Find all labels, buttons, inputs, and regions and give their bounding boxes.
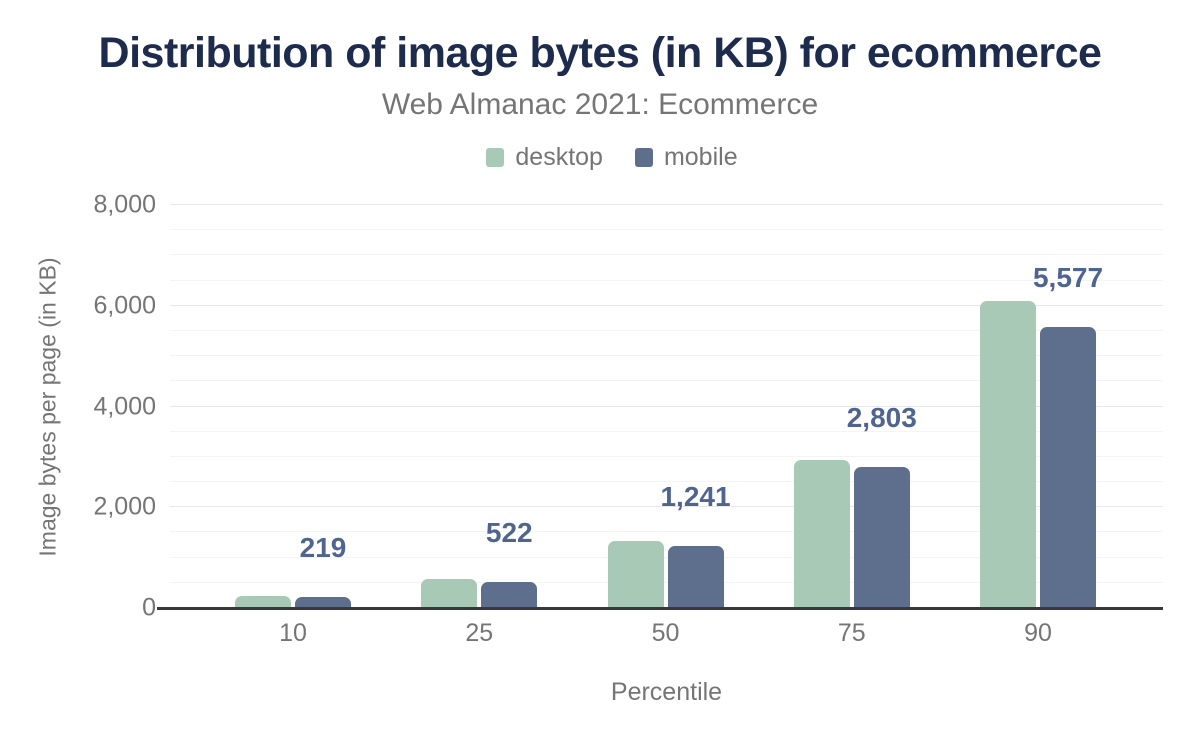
mobile-bar-p25: [481, 581, 538, 608]
gridline-minor-3500: [170, 430, 1163, 432]
desktop-bar-p50: [607, 541, 664, 608]
bar-group-p25: 522 25: [421, 205, 538, 647]
y-tick-4,000: 4,000: [93, 392, 156, 420]
y-tick-0: 0: [142, 593, 156, 622]
gridline-minor-5000: [170, 355, 1163, 357]
x-tick-25: 25: [465, 619, 494, 647]
y-tick-6,000: 6,000: [93, 291, 156, 320]
gridline-minor-4500: [170, 380, 1163, 382]
legend: desktop mobile: [0, 143, 1200, 172]
data-label-p10: 219: [299, 531, 347, 563]
bars-row: 219 10 522 25 1,241 50 2,803 75 5,577 90: [170, 205, 1163, 647]
gridline-minor-7500: [170, 229, 1163, 231]
legend-label-mobile: mobile: [663, 143, 738, 171]
legend-label-desktop: desktop: [515, 143, 603, 171]
x-tick-75: 75: [837, 619, 866, 647]
x-axis-line: [157, 607, 1163, 610]
gridline-major-4000: [170, 405, 1163, 407]
chart-title: Distribution of image bytes (in KB) for …: [98, 29, 1102, 77]
desktop-bar-p90: [980, 301, 1036, 608]
gridline-major-6000: [170, 304, 1163, 306]
bar-group-p50: 1,241 50: [607, 205, 731, 647]
gridline-minor-7000: [170, 254, 1163, 256]
gridline-major-2000: [170, 506, 1163, 508]
gridline-minor-5500: [170, 329, 1163, 331]
bar-group-p90: 5,577 90: [980, 205, 1103, 647]
mobile-bar-p50: [667, 545, 724, 608]
mobile-bar-p10: [295, 596, 351, 608]
data-label-p90: 5,577: [1032, 262, 1104, 294]
legend-item-desktop: desktop: [486, 143, 603, 172]
gridline-minor-3000: [170, 455, 1163, 457]
gridline-minor-1000: [170, 556, 1163, 558]
data-label-p25: 522: [485, 516, 533, 548]
y-axis-tick-labels: 0 2,000 4,000 6,000 8,000: [0, 191, 156, 622]
desktop-bar-p25: [421, 578, 478, 608]
gridline-minor-6500: [170, 279, 1163, 281]
gridline-major-8000: [170, 204, 1163, 205]
data-label-p50: 1,241: [660, 480, 731, 512]
legend-swatch-mobile: [634, 148, 653, 167]
gridline-minor-1500: [170, 531, 1163, 533]
desktop-bar-p75: [793, 459, 850, 608]
y-tick-2,000: 2,000: [93, 492, 156, 521]
mobile-bar-p90: [1040, 327, 1096, 608]
y-tick-8,000: 8,000: [93, 190, 156, 219]
x-tick-50: 50: [651, 619, 680, 647]
gridline-minor-2500: [170, 481, 1163, 483]
x-axis-title: Percentile: [610, 678, 723, 706]
desktop-bar-p10: [235, 595, 291, 608]
data-label-p75: 2,803: [846, 401, 917, 433]
legend-item-mobile: mobile: [634, 143, 738, 172]
plot-area: 219 10 522 25 1,241 50 2,803 75 5,577 90: [157, 204, 1163, 647]
chart-subtitle: Web Almanac 2021: Ecommerce: [381, 88, 819, 121]
x-tick-10: 10: [279, 619, 307, 647]
x-tick-90: 90: [1024, 619, 1052, 647]
bar-group-p75: 2,803 75: [793, 205, 917, 647]
legend-swatch-desktop: [486, 148, 505, 167]
mobile-bar-p75: [853, 466, 910, 608]
bar-group-p10: 219 10: [235, 205, 351, 647]
gridline-minor-500: [170, 581, 1163, 583]
